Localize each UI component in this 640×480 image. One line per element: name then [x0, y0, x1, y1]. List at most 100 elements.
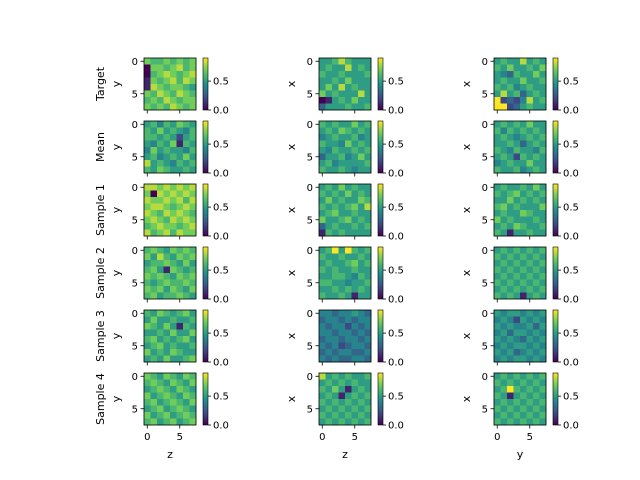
panel-frame	[493, 309, 547, 363]
heatmap-cell	[338, 127, 346, 135]
heatmap-cell	[176, 197, 184, 204]
heatmap-cell	[150, 134, 158, 141]
heatmap-cell	[144, 210, 151, 217]
heatmap-cell	[526, 153, 534, 161]
heatmap-cell	[157, 77, 164, 85]
heatmap-cell	[539, 97, 547, 104]
heatmap-cell	[539, 379, 547, 387]
heatmap-cell	[345, 355, 352, 363]
heatmap-cell	[325, 379, 333, 387]
heatmap-cell	[338, 153, 346, 161]
heatmap-cell	[150, 71, 158, 78]
heatmap-cell	[332, 399, 339, 406]
heatmap-cell	[364, 71, 372, 78]
heatmap-cell	[513, 90, 521, 98]
heatmap-cell	[170, 292, 177, 300]
heatmap-cell	[513, 349, 521, 356]
heatmap-cell	[144, 90, 151, 98]
heatmap-cell	[183, 373, 190, 380]
heatmap-cell	[358, 266, 365, 274]
heatmap-cell	[189, 64, 197, 72]
heatmap-cell	[364, 216, 372, 224]
heatmap-cell	[150, 323, 158, 330]
heatmap-cell	[332, 316, 339, 324]
heatmap-cell	[183, 153, 190, 161]
heatmap-cell	[507, 342, 514, 350]
heatmap-cell	[351, 190, 359, 198]
heatmap-cell	[338, 349, 346, 356]
heatmap-cell	[325, 223, 333, 230]
axis-xlabel: y	[517, 448, 524, 461]
colorbar	[552, 57, 559, 111]
heatmap-cell	[144, 121, 151, 128]
heatmap-cell	[183, 292, 190, 300]
heatmap-cell	[533, 329, 540, 337]
heatmap-cell	[358, 90, 365, 98]
heatmap-cell	[526, 64, 534, 72]
heatmap-cell	[170, 134, 177, 141]
heatmap-cell	[325, 286, 333, 293]
heatmap-cell	[513, 64, 521, 72]
heatmap-cell	[144, 379, 151, 387]
heatmap-cell	[144, 329, 151, 337]
axis-ylabel: x	[460, 206, 473, 213]
heatmap-cell	[338, 266, 346, 274]
heatmap-cell	[358, 58, 365, 65]
heatmap-cell	[319, 247, 326, 254]
heatmap-cell	[351, 373, 359, 380]
heatmap-cell	[183, 229, 190, 237]
heatmap-cell	[319, 97, 326, 104]
heatmap-cell	[507, 286, 514, 293]
heatmap-cell	[319, 355, 326, 363]
heatmap-cell	[507, 273, 514, 280]
heatmap-cell	[144, 266, 151, 274]
heatmap-cell	[345, 266, 352, 274]
heatmap-cell	[539, 279, 547, 287]
heatmap-cell	[507, 260, 514, 267]
heatmap-cell	[189, 153, 197, 161]
axis-ylabel: x	[460, 143, 473, 150]
heatmap-cell	[539, 84, 547, 91]
heatmap-cell	[520, 58, 527, 65]
colorbar-tick-label: 0.5	[388, 203, 404, 214]
heatmap-cell	[351, 292, 359, 300]
heatmap-cell	[319, 190, 326, 198]
heatmap-cell	[144, 279, 151, 287]
heatmap-cell	[351, 203, 359, 211]
heatmap-cell	[539, 127, 547, 135]
heatmap-cell	[183, 355, 190, 363]
heatmap-cell	[325, 386, 333, 393]
heatmap-cell	[500, 71, 508, 78]
heatmap-cell	[345, 405, 352, 413]
heatmap-cell	[170, 355, 177, 363]
heatmap-cell	[526, 342, 534, 350]
heatmap-cell	[319, 58, 326, 65]
heatmap-cell	[507, 134, 514, 141]
heatmap-cell	[332, 253, 339, 261]
heatmap-cell	[183, 310, 190, 317]
heatmap-cell	[507, 84, 514, 91]
heatmap-cell	[539, 58, 547, 65]
heatmap-cell	[183, 90, 190, 98]
heatmap-cell	[189, 166, 197, 174]
heatmap-cell	[189, 316, 197, 324]
heatmap-cell	[533, 260, 540, 267]
heatmap-cell	[325, 210, 333, 217]
heatmap-cell	[533, 342, 540, 350]
heatmap-cell	[163, 373, 171, 380]
heatmap-cell	[157, 71, 164, 78]
heatmap-cell	[325, 127, 333, 135]
heatmap-cell	[189, 405, 197, 413]
heatmap-cell	[157, 260, 164, 267]
heatmap-cell	[494, 160, 501, 167]
heatmap-cell	[500, 184, 508, 191]
heatmap-cell	[319, 379, 326, 387]
heatmap-cell	[539, 418, 547, 426]
heatmap-cell	[351, 342, 359, 350]
heatmap-cell	[507, 90, 514, 98]
heatmap-cell	[332, 203, 339, 211]
heatmap-cell	[338, 292, 346, 300]
y-tick-label: 5	[132, 215, 138, 226]
heatmap-cell	[144, 160, 151, 167]
heatmap-cell	[345, 147, 352, 154]
